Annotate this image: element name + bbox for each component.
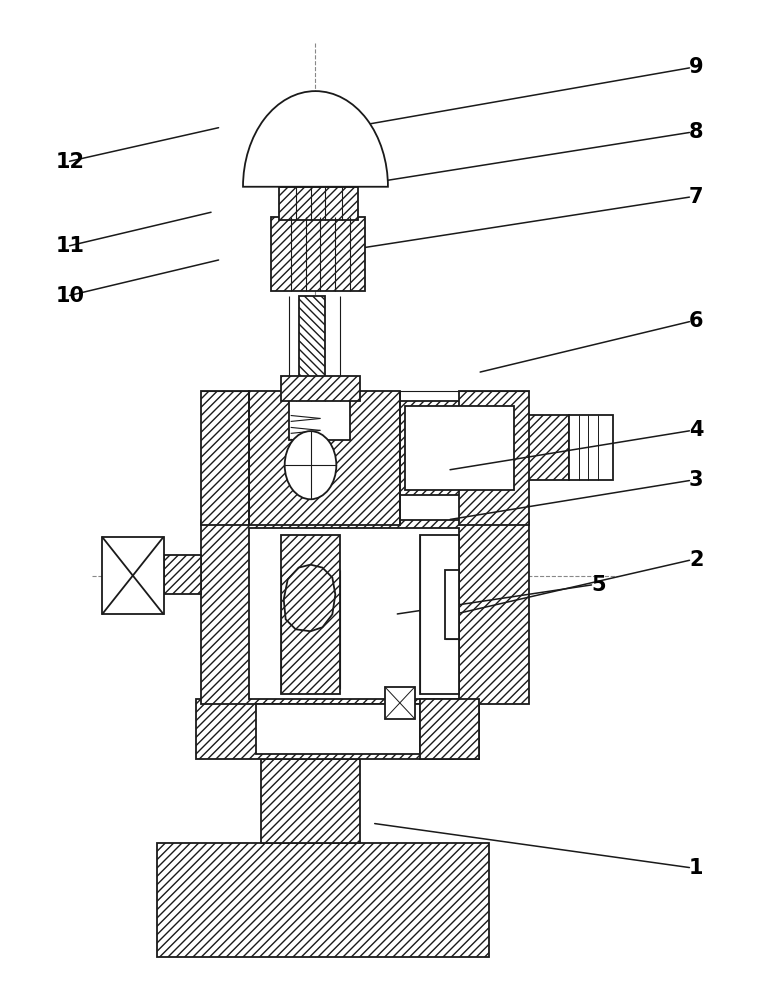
- Bar: [298, 296, 326, 396]
- Bar: [164, 555, 201, 594]
- Bar: [420, 699, 479, 759]
- Polygon shape: [284, 565, 335, 631]
- Text: 10: 10: [55, 286, 84, 306]
- Bar: [281, 376, 360, 401]
- Bar: [201, 391, 249, 525]
- Text: 1: 1: [689, 858, 704, 878]
- Bar: [249, 391, 400, 525]
- Wedge shape: [243, 91, 388, 187]
- Text: 4: 4: [689, 420, 704, 440]
- Bar: [400, 401, 519, 495]
- Bar: [445, 570, 459, 639]
- Bar: [288, 396, 350, 440]
- Bar: [201, 520, 529, 704]
- Circle shape: [285, 431, 336, 499]
- Bar: [405, 406, 514, 490]
- Bar: [279, 187, 358, 220]
- Bar: [256, 704, 420, 754]
- Bar: [519, 415, 568, 480]
- Bar: [568, 415, 613, 480]
- Text: 6: 6: [689, 311, 704, 331]
- Text: 11: 11: [55, 236, 84, 256]
- Text: 12: 12: [55, 152, 84, 172]
- Bar: [420, 535, 459, 694]
- Bar: [249, 528, 459, 699]
- Text: 8: 8: [689, 122, 704, 142]
- Bar: [156, 843, 490, 957]
- Bar: [459, 391, 529, 525]
- Text: 7: 7: [689, 187, 704, 207]
- Bar: [197, 699, 479, 759]
- Bar: [261, 759, 360, 843]
- Bar: [102, 537, 164, 614]
- Bar: [281, 535, 340, 694]
- Text: 2: 2: [689, 550, 704, 570]
- Text: 5: 5: [591, 575, 606, 595]
- Bar: [271, 217, 365, 291]
- Bar: [385, 687, 414, 719]
- Text: 9: 9: [689, 57, 704, 77]
- Text: 3: 3: [689, 470, 704, 490]
